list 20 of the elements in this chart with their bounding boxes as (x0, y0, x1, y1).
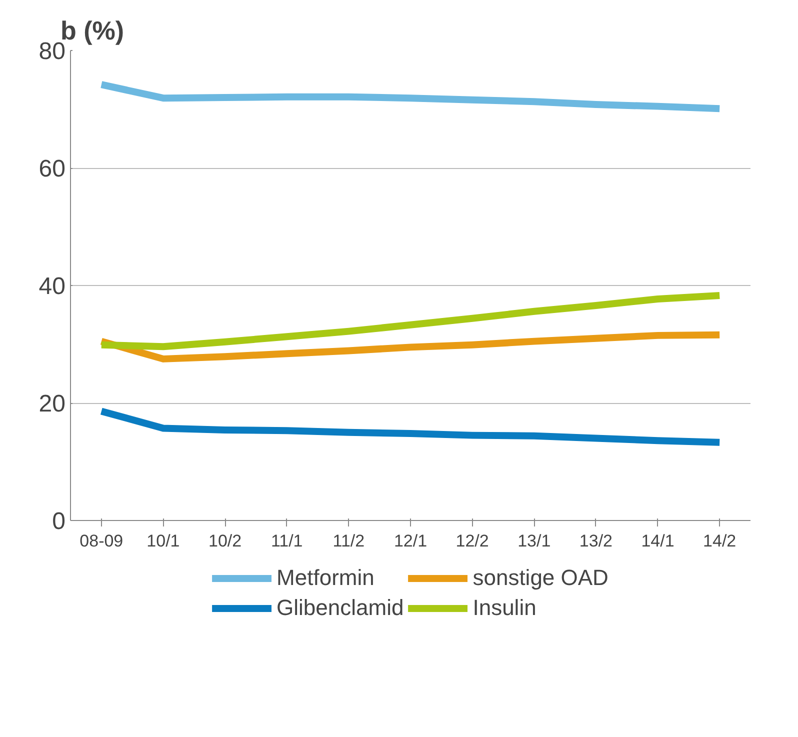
x-tick-label: 13/2 (579, 532, 613, 550)
y-tick-label: 40 (38, 273, 66, 300)
y-tick-label: 80 (38, 38, 66, 65)
y-tick-label: 60 (38, 156, 66, 182)
x-tick-label: 08-09 (80, 532, 124, 550)
legend-label: Insulin (472, 595, 536, 621)
y-tick-label: 20 (38, 390, 66, 418)
legend-label: Glibenclamid (276, 595, 404, 621)
x-tick-label: 10/2 (208, 532, 242, 550)
x-tick-label: 14/2 (703, 532, 736, 550)
x-tick-label: 11/2 (332, 532, 365, 550)
x-tick-label: 12/1 (394, 532, 428, 550)
x-tick-label: 13/1 (518, 532, 551, 550)
x-tick-label: 14/1 (641, 532, 674, 550)
legend-label: Metformin (276, 565, 374, 591)
y-tick-label: 0 (52, 508, 66, 535)
x-tick-label: 11/1 (270, 532, 303, 550)
legend-label: sonstige OAD (472, 565, 608, 591)
x-tick-label: 12/2 (456, 532, 489, 550)
x-tick-label: 10/1 (146, 532, 180, 550)
